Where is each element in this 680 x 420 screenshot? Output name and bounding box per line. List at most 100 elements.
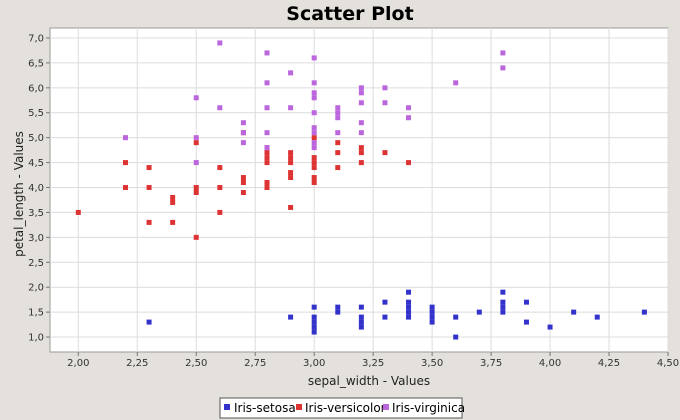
data-point	[217, 165, 223, 171]
x-tick-label: 3,50	[421, 358, 443, 369]
data-point	[288, 150, 294, 156]
data-point	[335, 105, 341, 111]
data-point	[358, 90, 364, 96]
x-tick-label: 3,25	[362, 358, 384, 369]
data-point	[406, 160, 412, 166]
y-tick-label: 3,0	[28, 233, 44, 244]
data-point	[288, 204, 294, 210]
data-point	[641, 309, 647, 315]
legend-box	[219, 397, 463, 419]
data-point	[217, 185, 223, 191]
data-point	[264, 180, 270, 186]
data-point	[288, 314, 294, 320]
data-point	[240, 140, 246, 146]
legend-swatch-virginica	[383, 404, 389, 410]
data-point	[500, 309, 506, 315]
data-point	[288, 155, 294, 161]
y-tick-label: 4,5	[28, 158, 44, 169]
data-point	[170, 194, 176, 200]
data-point	[311, 324, 317, 330]
data-point	[382, 100, 388, 106]
data-point	[358, 160, 364, 166]
data-point	[311, 175, 317, 181]
data-point	[311, 130, 317, 136]
data-point	[170, 219, 176, 225]
data-point	[406, 314, 412, 320]
x-tick-label: 2,50	[185, 358, 207, 369]
data-points	[75, 40, 647, 340]
data-point	[453, 334, 459, 340]
data-point	[311, 110, 317, 116]
data-point	[193, 140, 199, 146]
data-point	[335, 130, 341, 136]
x-tick-label: 2,00	[67, 358, 89, 369]
data-point	[311, 180, 317, 186]
data-point	[193, 234, 199, 240]
data-point	[382, 150, 388, 156]
data-point	[193, 160, 199, 166]
data-point	[288, 105, 294, 111]
data-point	[406, 304, 412, 310]
data-point	[240, 189, 246, 195]
data-point	[429, 309, 435, 315]
data-point	[240, 175, 246, 181]
data-point	[311, 165, 317, 171]
data-point	[240, 120, 246, 126]
y-axis-ticks: 1,0 1,5 2,0 2,5 3,0 3,5 4,0 4,5 5,0 5,5 6,0 6,5 7,0	[28, 33, 50, 344]
data-point	[500, 289, 506, 295]
data-point	[288, 70, 294, 76]
data-point	[358, 85, 364, 91]
data-point	[146, 165, 152, 171]
data-point	[500, 299, 506, 305]
data-point	[311, 80, 317, 86]
data-point	[382, 299, 388, 305]
data-point	[358, 324, 364, 330]
x-axis-ticks: 2,00 2,25 2,50 2,75 3,00 3,25 3,50 3,75 4,00 4,25…	[67, 352, 679, 369]
x-tick-label: 3,00	[303, 358, 325, 369]
data-point	[311, 135, 317, 141]
data-point	[217, 105, 223, 111]
legend-swatch-versicolor	[296, 404, 302, 410]
series-iris-virginica	[122, 40, 506, 166]
data-point	[264, 130, 270, 136]
legend-label-setosa: Iris-setosa	[234, 401, 296, 415]
data-point	[122, 185, 128, 191]
data-point	[75, 209, 81, 215]
data-point	[170, 199, 176, 205]
y-tick-label: 1,5	[28, 308, 44, 319]
data-point	[358, 145, 364, 151]
data-point	[358, 150, 364, 156]
chart-title: Scatter Plot	[286, 3, 413, 25]
data-point	[288, 160, 294, 166]
data-point	[500, 304, 506, 310]
data-point	[264, 105, 270, 111]
y-tick-label: 7,0	[28, 33, 44, 44]
data-point	[193, 135, 199, 141]
data-point	[335, 165, 341, 171]
data-point	[311, 90, 317, 96]
data-point	[358, 100, 364, 106]
legend-label-versicolor: Iris-versicolor	[305, 401, 386, 415]
data-point	[240, 180, 246, 186]
data-point	[429, 314, 435, 320]
data-point	[382, 314, 388, 320]
data-point	[288, 175, 294, 181]
data-point	[571, 309, 577, 315]
data-point	[594, 314, 600, 320]
data-point	[358, 130, 364, 136]
data-point	[476, 309, 482, 315]
data-point	[122, 160, 128, 166]
plot-area	[49, 27, 669, 353]
data-point	[429, 319, 435, 325]
data-point	[122, 135, 128, 141]
data-point	[264, 155, 270, 161]
data-point	[335, 150, 341, 156]
data-point	[382, 85, 388, 91]
data-point	[358, 319, 364, 325]
data-point	[500, 65, 506, 71]
data-point	[193, 185, 199, 191]
data-point	[453, 314, 459, 320]
y-tick-label: 2,5	[28, 258, 44, 269]
